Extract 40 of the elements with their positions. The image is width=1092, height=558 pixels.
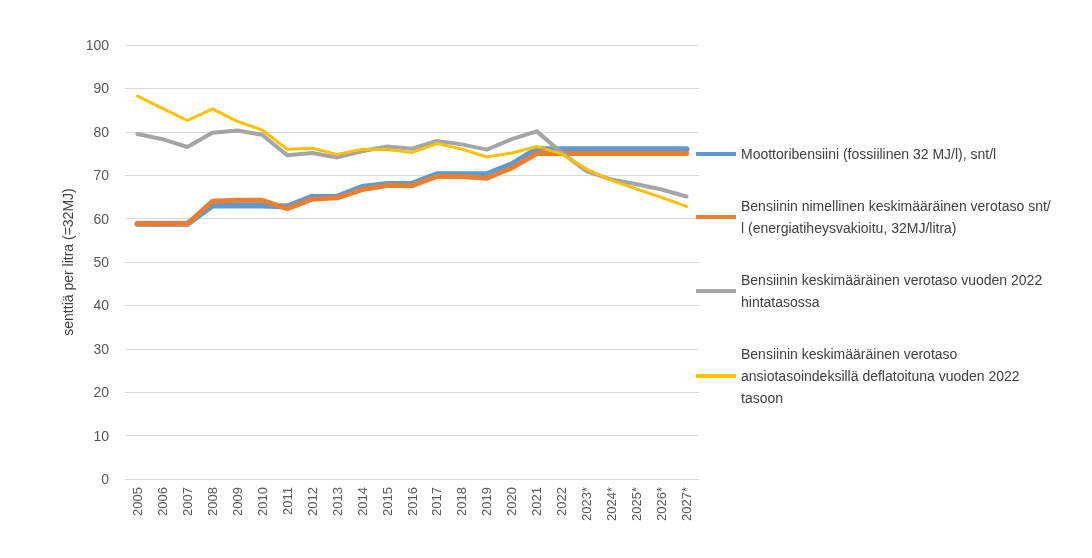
legend-label: Bensiinin nimellinen keskimääräinen verotaso snt/l (energiatiheysvakioitu, 32MJ/litra): [741, 198, 1051, 236]
y-tick-label: 20: [93, 384, 110, 401]
y-tick-label: 0: [101, 471, 110, 487]
x-tick-label: 2026*: [654, 487, 670, 521]
x-tick-label: 2020: [504, 487, 520, 516]
y-tick-label: 40: [93, 297, 110, 314]
x-tick-label: 2025*: [629, 487, 645, 521]
x-tick-label: 2022: [554, 487, 570, 516]
line-series: [135, 94, 689, 208]
legend-label: Moottoribensiini (fossiilinen 32 MJ/l), snt/l: [741, 146, 997, 162]
x-tick-label: 2024*: [604, 487, 620, 521]
x-tick-label: 2023*: [579, 487, 595, 521]
y-tick-label: 10: [93, 427, 110, 444]
x-tick-label: 2007: [179, 487, 195, 516]
y-axis-title: senttiä per litra (=32MJ): [59, 188, 76, 336]
x-tick-label: 2006: [154, 487, 170, 516]
legend-label: Bensiinin keskimääräinen verotaso vuoden 2022 hintatasossa: [741, 272, 1047, 310]
x-tick-label: 2009: [229, 487, 245, 516]
y-tick-label: 70: [93, 167, 110, 184]
y-tick-label: 100: [85, 37, 110, 53]
x-tick-label: 2021: [529, 487, 545, 516]
y-tick-label: 60: [93, 210, 110, 227]
x-tick-label: 2015: [379, 487, 395, 516]
y-tick-label: 90: [93, 80, 110, 97]
legend-label: Bensiinin keskimääräinen verotaso ansiotasoindeksillä deflatoituna vuoden 2022 tasoon: [741, 346, 1024, 406]
y-tick-label: 30: [93, 340, 110, 357]
x-tick-label: 2027*: [679, 487, 695, 521]
y-tick-label: 80: [93, 123, 110, 140]
x-tick-label: 2016: [404, 487, 420, 516]
x-tick-label: 2014: [354, 487, 370, 516]
x-tick-label: 2019: [479, 487, 495, 516]
x-tick-label: 2012: [304, 487, 320, 516]
x-tick-label: 2013: [329, 487, 345, 516]
x-tick-label: 2005: [129, 487, 145, 516]
x-tick-label: 2018: [454, 487, 470, 516]
x-tick-label: 2008: [204, 487, 220, 516]
x-tick-label: 2017: [429, 487, 445, 516]
x-tick-label: 2010: [254, 487, 270, 516]
y-tick-label: 50: [93, 254, 110, 270]
x-tick-label: 2011: [279, 487, 295, 515]
